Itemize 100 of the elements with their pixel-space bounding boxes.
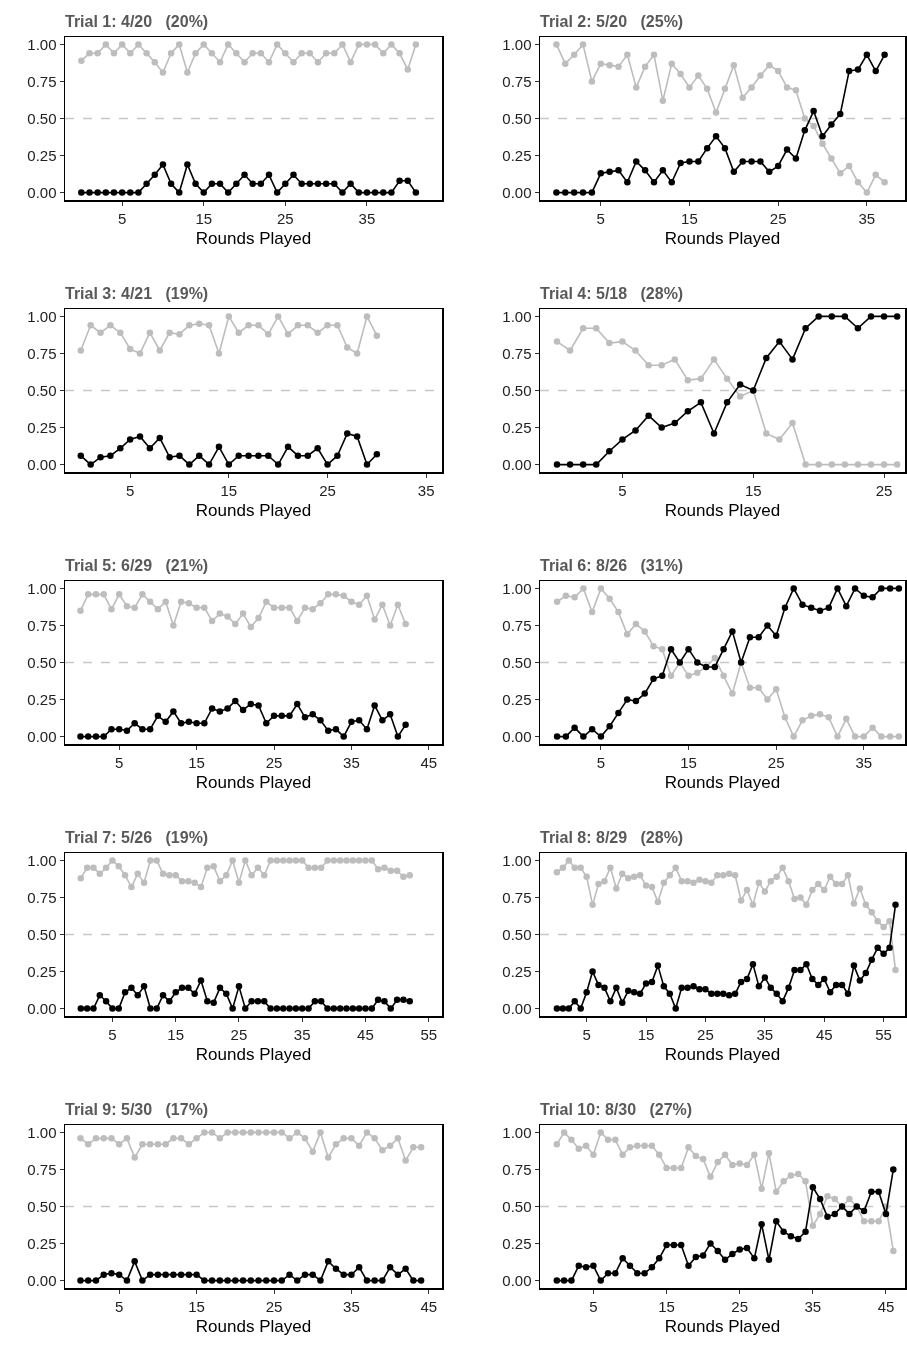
point [274, 461, 282, 468]
point [115, 863, 123, 870]
point [156, 347, 163, 354]
point [886, 585, 894, 592]
point [630, 989, 638, 996]
point [650, 642, 657, 650]
point [257, 50, 265, 57]
point [86, 189, 93, 196]
point [247, 1277, 255, 1284]
point [820, 886, 828, 894]
point [96, 992, 104, 999]
point [115, 1005, 123, 1012]
point [235, 452, 242, 459]
point [601, 877, 608, 885]
point [685, 672, 692, 680]
point [785, 877, 792, 885]
point [828, 313, 835, 320]
point [224, 613, 231, 620]
point [666, 990, 674, 998]
point [736, 381, 744, 388]
point [304, 322, 312, 329]
point [860, 733, 868, 740]
point [232, 1129, 239, 1136]
point [159, 69, 167, 76]
point [123, 602, 131, 610]
point [153, 857, 160, 864]
point [588, 608, 596, 616]
point [619, 338, 626, 345]
point [185, 599, 193, 607]
point [696, 876, 703, 883]
point [843, 602, 850, 610]
point [84, 1277, 92, 1284]
point [100, 733, 107, 740]
point [233, 50, 240, 57]
point [353, 433, 361, 440]
point [714, 1247, 721, 1255]
point [834, 585, 841, 592]
point [766, 61, 773, 69]
x-axis-title: Rounds Played [664, 1044, 781, 1064]
point [336, 1005, 344, 1012]
point [789, 419, 796, 427]
point [380, 189, 387, 196]
point [417, 1143, 425, 1151]
x-tick-label: 15 [188, 1297, 205, 1315]
chart-title: Trial 6: 8/26 (31%) [540, 557, 684, 574]
point [702, 877, 709, 885]
point [553, 1141, 561, 1148]
point [890, 1247, 897, 1255]
point [560, 1277, 568, 1284]
point [332, 725, 340, 733]
point [284, 330, 292, 338]
point [773, 873, 780, 880]
point [893, 461, 901, 468]
x-tick-label: 25 [319, 481, 336, 499]
point [162, 718, 169, 726]
point [702, 986, 709, 993]
point [881, 51, 888, 59]
point [396, 50, 403, 57]
y-tick-label: 0.00 [27, 1271, 57, 1289]
y-tick-label: 1.00 [27, 851, 57, 869]
point [200, 189, 207, 196]
point [761, 888, 769, 895]
point [655, 1255, 663, 1262]
point [595, 880, 602, 888]
point [881, 178, 888, 186]
point [340, 592, 347, 600]
point [290, 171, 297, 179]
point [97, 329, 104, 336]
point [809, 886, 816, 894]
point [789, 356, 796, 363]
point [606, 448, 613, 455]
chart-title: Trial 1: 4/20 (20%) [65, 13, 209, 30]
point [83, 1005, 91, 1012]
y-tick-label: 0.50 [502, 109, 532, 127]
y-tick-label: 0.00 [27, 727, 57, 745]
x-tick-label: 15 [680, 753, 697, 771]
point [229, 857, 236, 864]
y-tick-label: 1.00 [502, 851, 532, 869]
point [100, 1135, 107, 1142]
point [794, 1170, 802, 1178]
point [678, 877, 685, 885]
point [92, 1135, 100, 1142]
point [630, 873, 638, 880]
point [151, 171, 159, 179]
point [828, 121, 835, 128]
point [241, 171, 248, 179]
point [579, 325, 587, 332]
point [77, 1135, 84, 1142]
point [265, 171, 273, 179]
x-axis-title: Rounds Played [195, 228, 312, 248]
x-tick-label: 35 [343, 1297, 360, 1315]
point [254, 864, 262, 872]
point [404, 177, 411, 184]
point [201, 604, 208, 611]
point [613, 984, 620, 992]
point [575, 1262, 583, 1270]
x-tick-label: 55 [420, 1025, 438, 1043]
point [286, 604, 293, 611]
point [886, 917, 893, 925]
point [324, 591, 332, 598]
